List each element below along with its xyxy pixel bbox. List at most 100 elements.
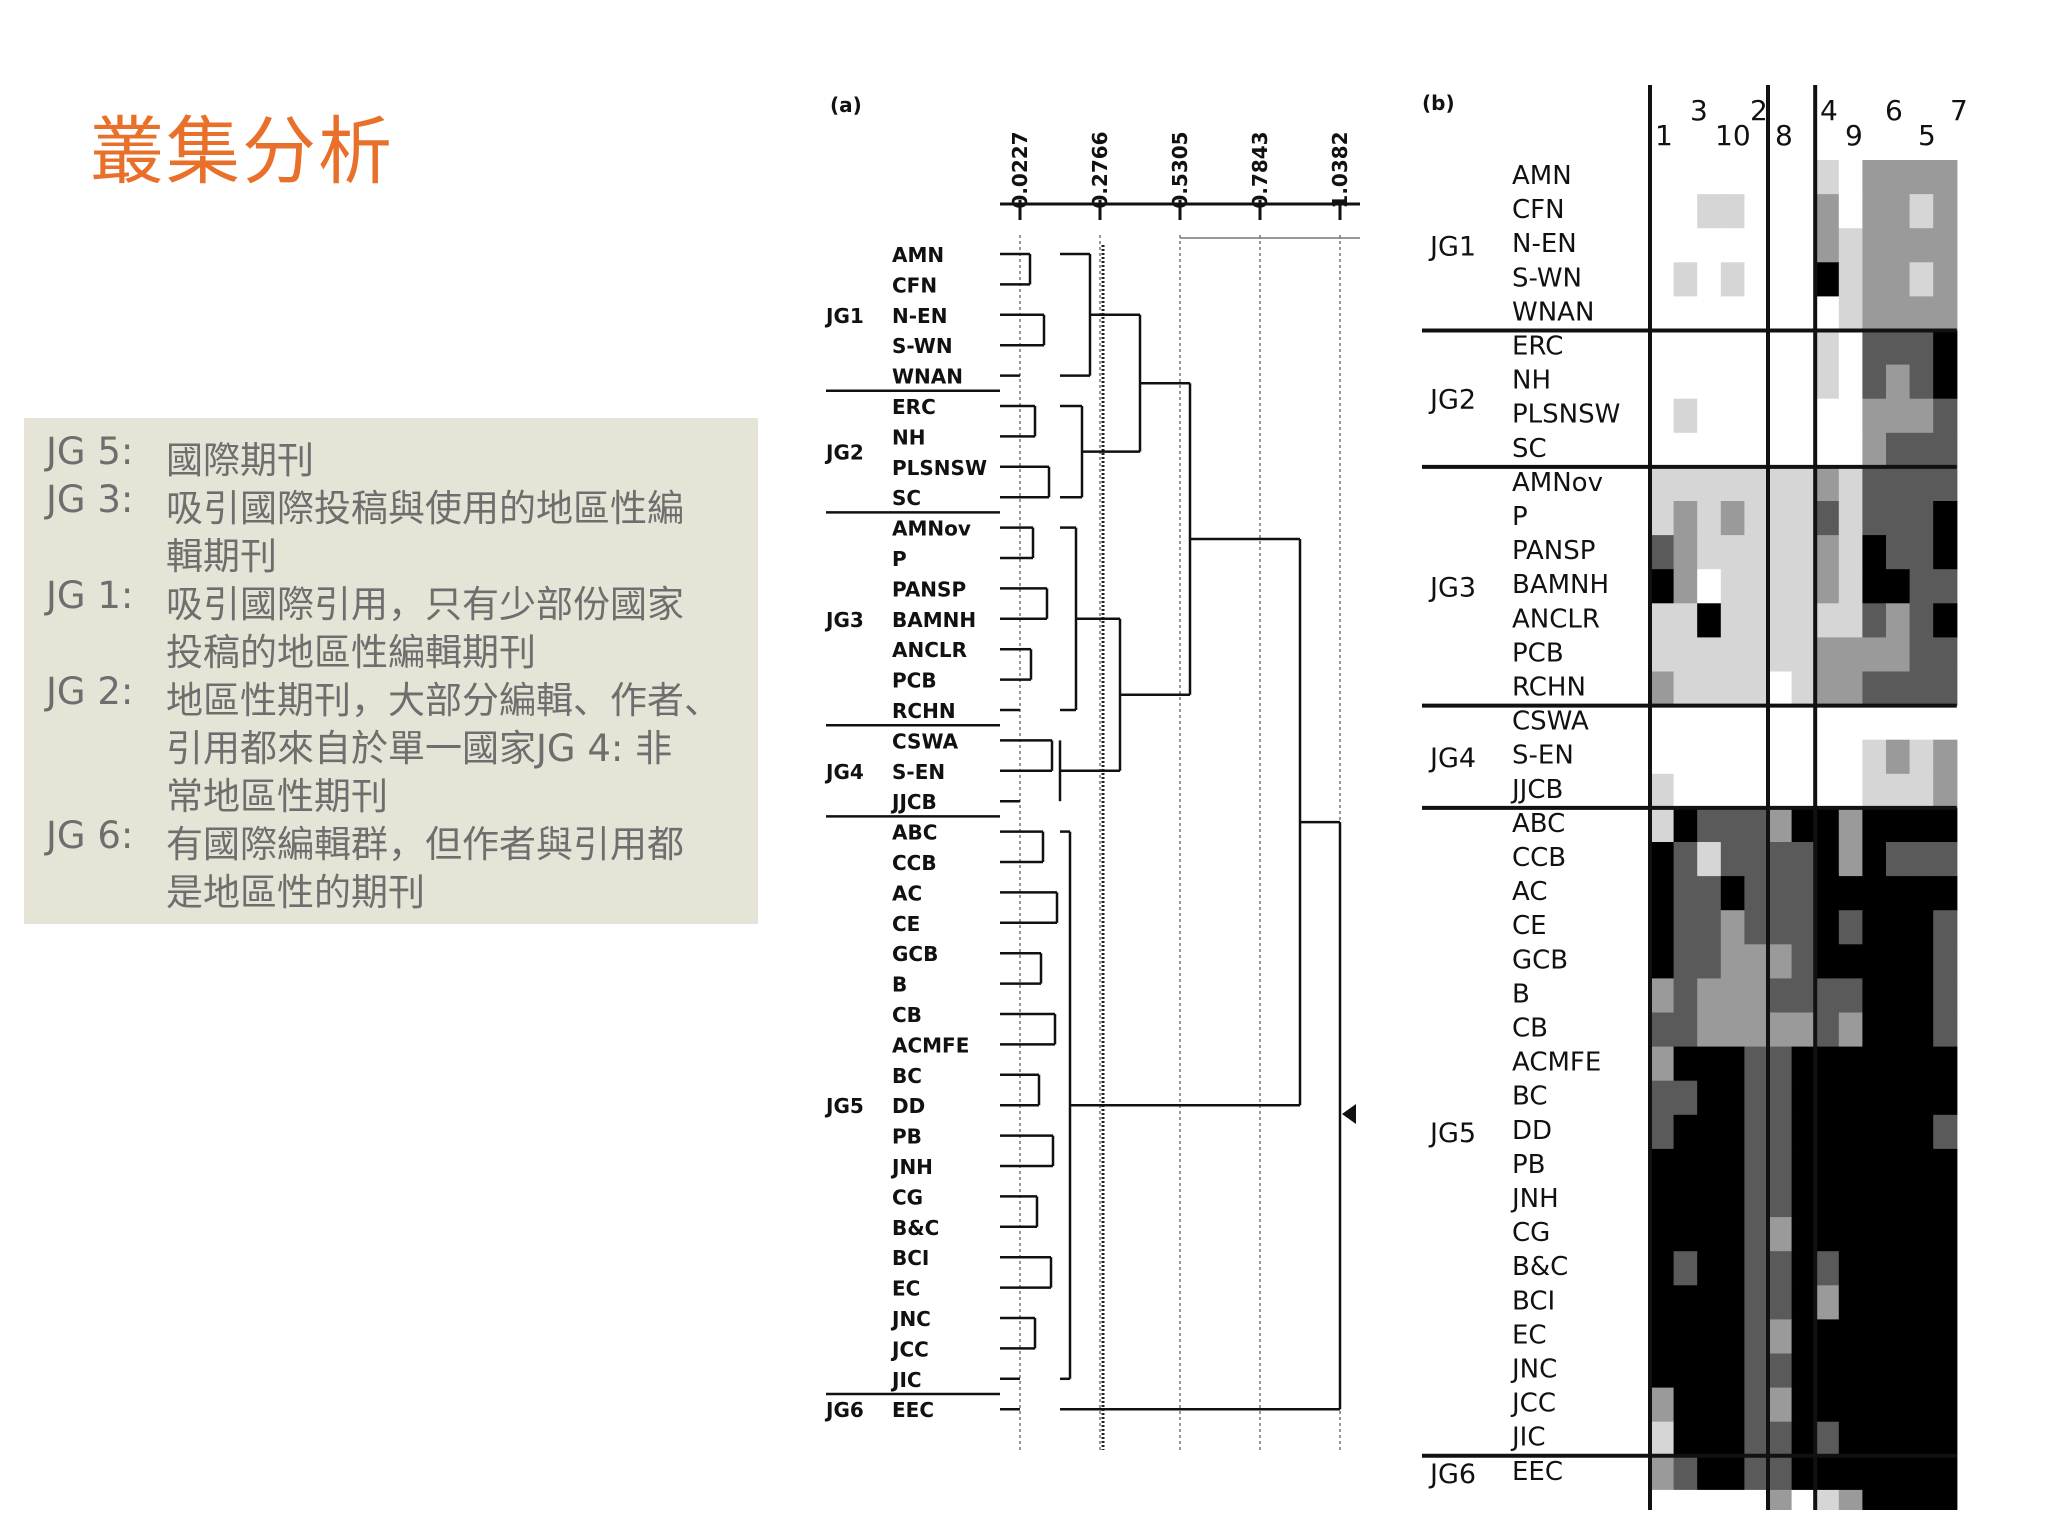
heatmap-cell: [1933, 671, 1958, 707]
heatmap-cell: [1768, 603, 1793, 638]
heatmap-cell: [1791, 1046, 1816, 1082]
heatmap-row-label: S-WN: [1512, 263, 1582, 293]
heatmap-cell: [1744, 1285, 1769, 1320]
dendrogram-leaf-label: DD: [892, 1094, 925, 1118]
heatmap-cell: [1862, 978, 1887, 1014]
tick-label: 0.0227: [1008, 131, 1032, 208]
heatmap-cell: [1720, 1421, 1745, 1457]
heatmap-cell: [1838, 705, 1863, 741]
dendrogram-leaf-label: CCB: [892, 851, 937, 875]
heatmap-cell: [1933, 637, 1958, 673]
heatmap-cell: [1838, 535, 1863, 570]
heatmap-row-label: BC: [1512, 1082, 1548, 1112]
heatmap-row-label: PLSNSW: [1512, 400, 1620, 430]
heatmap-cell: [1815, 466, 1840, 502]
dendrogram-leaf-label: EEC: [892, 1398, 934, 1422]
heatmap-cell: [1815, 535, 1840, 570]
heatmap-cell: [1862, 842, 1887, 877]
heatmap-cell: [1791, 194, 1816, 229]
heatmap-column-label: 4: [1820, 94, 1838, 127]
heatmap-cell: [1720, 1455, 1745, 1491]
heatmap-cell: [1697, 910, 1722, 945]
heatmap-cell: [1744, 876, 1769, 911]
legend-desc: 吸引國際投稿與使用的地區性編: [166, 487, 684, 530]
heatmap-cell: [1768, 1353, 1793, 1389]
legend-code: JG 1:: [46, 574, 134, 617]
heatmap-cell: [1673, 1217, 1698, 1252]
heatmap-group-label: JG3: [1428, 572, 1476, 603]
heatmap-group-label: JG5: [1428, 1118, 1476, 1149]
heatmap-cell: [1673, 603, 1698, 638]
heatmap-cell: [1909, 944, 1934, 979]
heatmap-cell: [1720, 296, 1745, 332]
heatmap-cell: [1815, 1455, 1840, 1491]
heatmap-cell: [1791, 330, 1816, 366]
legend-desc: 有國際編輯群，但作者與引用都: [166, 823, 684, 866]
heatmap-cell: [1862, 910, 1887, 945]
heatmap-cell: [1815, 1251, 1840, 1286]
heatmap-row-label: B&C: [1512, 1252, 1568, 1282]
heatmap-cell: [1815, 603, 1840, 638]
heatmap-cell: [1720, 1114, 1745, 1150]
heatmap-cell: [1933, 807, 1958, 843]
dendrogram-leaf-label: JIC: [890, 1368, 922, 1392]
heatmap-cell: [1933, 910, 1958, 945]
heatmap-cell: [1862, 1148, 1887, 1184]
heatmap-cell: [1650, 1319, 1675, 1355]
heatmap-cell: [1650, 1114, 1675, 1150]
dendrogram-leaf-label: JNC: [890, 1307, 931, 1331]
heatmap-cell: [1838, 1183, 1863, 1218]
heatmap-cell: [1650, 1421, 1675, 1457]
heatmap-cell: [1838, 569, 1863, 604]
heatmap-cell: [1791, 944, 1816, 979]
heatmap-cell: [1768, 671, 1793, 707]
dendrogram-group-label: JG5: [824, 1094, 864, 1118]
heatmap-cell: [1862, 1285, 1887, 1320]
heatmap-cell: [1909, 1217, 1934, 1252]
heatmap-cell: [1791, 910, 1816, 945]
heatmap-cell: [1650, 228, 1675, 263]
heatmap-cell: [1838, 637, 1863, 673]
heatmap-cell: [1838, 1353, 1863, 1389]
heatmap-cell: [1886, 228, 1911, 263]
heatmap-cell: [1650, 1251, 1675, 1286]
heatmap-cell: [1744, 569, 1769, 604]
heatmap-cell: [1673, 1046, 1698, 1082]
heatmap-cell: [1909, 569, 1934, 604]
heatmap-cell: [1673, 535, 1698, 570]
dendrogram-leaf-label: PCB: [892, 669, 937, 693]
heatmap-cell: [1791, 603, 1816, 638]
heatmap-row-label: EEC: [1512, 1457, 1563, 1487]
heatmap-cell: [1673, 569, 1698, 604]
heatmap-cell: [1744, 910, 1769, 945]
heatmap-cell: [1815, 842, 1840, 877]
heatmap-cell: [1862, 671, 1887, 707]
heatmap-cell: [1862, 1353, 1887, 1389]
heatmap-cell: [1909, 466, 1934, 502]
heatmap-cell: [1720, 1251, 1745, 1286]
heatmap-cell: [1744, 1353, 1769, 1389]
heatmap-cell: [1909, 1285, 1934, 1320]
heatmap-cell: [1909, 1183, 1934, 1218]
heatmap-cell: [1791, 773, 1816, 809]
heatmap-cell: [1886, 330, 1911, 366]
heatmap-row-label: DD: [1512, 1116, 1552, 1146]
dendrogram-leaf-label: JCC: [890, 1337, 929, 1361]
heatmap-cell: [1933, 1387, 1958, 1423]
heatmap-cell: [1650, 1046, 1675, 1082]
heatmap-cell: [1838, 296, 1863, 332]
heatmap-cell: [1862, 228, 1887, 263]
heatmap-cell: [1673, 1421, 1698, 1457]
heatmap-cell: [1673, 501, 1698, 536]
heatmap-cell: [1838, 160, 1863, 195]
heatmap-group-label: JG2: [1428, 385, 1476, 416]
heatmap-cell: [1886, 876, 1911, 911]
heatmap-row-label: AMNov: [1512, 468, 1603, 498]
heatmap-cell: [1650, 1353, 1675, 1389]
heatmap-row-label: PB: [1512, 1150, 1546, 1180]
heatmap-cell: [1862, 1114, 1887, 1150]
heatmap-cell: [1886, 842, 1911, 877]
heatmap-cell: [1673, 807, 1698, 843]
heatmap-cell: [1673, 296, 1698, 332]
heatmap-cell: [1933, 773, 1958, 809]
